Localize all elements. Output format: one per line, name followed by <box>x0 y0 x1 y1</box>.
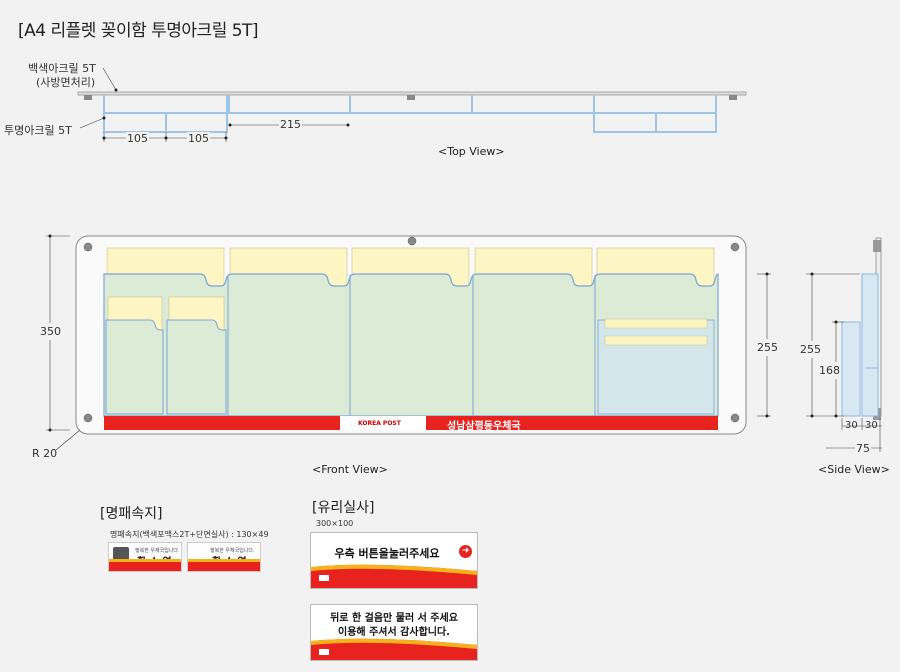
top-view-caption: <Top View> <box>438 145 505 158</box>
dim-radius: R 20 <box>32 447 58 460</box>
front-pocket-strip <box>103 273 719 417</box>
nameplate-card: 행복한 우체국입니다. 황 소 연 <box>108 542 182 572</box>
dim-30-a: 30 <box>845 420 858 431</box>
dim-255-side: 255 <box>800 341 821 358</box>
glass-size: 300×100 <box>316 519 354 528</box>
top-back-plate <box>77 91 747 96</box>
top-bolt <box>84 95 92 100</box>
nameplate-spec: 명패속지(백색포맥스2T+단면실사) : 130×49 <box>110 530 269 539</box>
label-clear-acrylic: 투명아크릴 5T <box>4 124 72 137</box>
korea-post-icon <box>319 649 329 655</box>
dim-350: 350 <box>40 323 61 340</box>
dim-215: 215 <box>279 118 302 131</box>
top-bolt <box>407 95 415 100</box>
dim-105-a: 105 <box>126 132 149 145</box>
front-view <box>46 234 771 451</box>
sign-1-message: 우측 버튼을눌러주세요 <box>334 547 440 560</box>
label-white-acrylic: 백색아크릴 5T <box>28 62 96 75</box>
glass-heading: [유리실사] <box>312 500 375 516</box>
dim-105-b: 105 <box>187 132 210 145</box>
glass-sign-1: 우측 버튼을눌러주세요 ➜ <box>310 532 478 589</box>
dim-75: 75 <box>855 442 871 455</box>
card-subtitle: 행복한 우체국입니다. <box>210 548 255 554</box>
korea-post-logo: KOREA POST <box>358 420 401 427</box>
office-name: 성남삼평동우체국 <box>447 421 521 432</box>
front-view-caption: <Front View> <box>312 463 388 476</box>
top-view <box>77 67 747 142</box>
nameplate-card: 행복한 우체국입니다. 황 소 연 <box>187 542 261 572</box>
side-view <box>806 237 882 452</box>
dim-168: 168 <box>819 362 840 379</box>
nameplate-heading: [명패속지] <box>100 506 163 522</box>
dim-30-b: 30 <box>865 420 878 431</box>
sign-2-line-2: 이용해 주셔서 감사합니다. <box>338 627 450 638</box>
korea-post-icon <box>319 575 329 581</box>
page-title: [A4 리플렛 꽂이함 투명아크릴 5T] <box>18 21 259 41</box>
top-bolt <box>729 95 737 100</box>
arrow-right-icon: ➜ <box>459 545 472 558</box>
sign-2-line-1: 뒤로 한 걸음만 물러 서 주세요 <box>330 613 458 624</box>
label-white-acrylic-sub: (사방면처리) <box>36 76 96 89</box>
glass-sign-2: 뒤로 한 걸음만 물러 서 주세요 이용해 주셔서 감사합니다. <box>310 604 478 661</box>
side-view-caption: <Side View> <box>818 463 890 476</box>
front-logo-area <box>340 416 426 430</box>
dim-255-front: 255 <box>757 339 778 356</box>
card-subtitle: 행복한 우체국입니다. <box>135 548 180 554</box>
top-pockets <box>103 95 717 133</box>
